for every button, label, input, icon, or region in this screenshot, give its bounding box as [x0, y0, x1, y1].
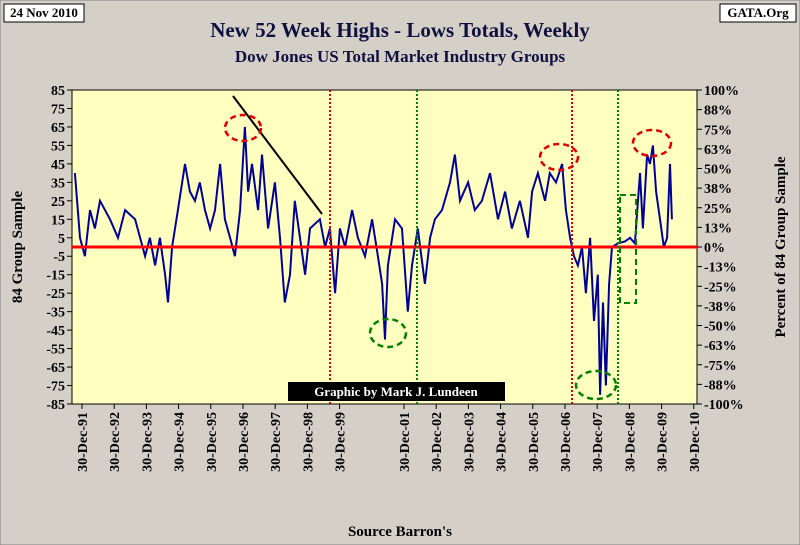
marks	[72, 126, 697, 395]
x-tick-label: 30-Dec-92	[108, 412, 123, 472]
highlight-ellipse	[538, 142, 580, 172]
x-tick-label: 30-Dec-98	[301, 412, 316, 472]
x-tick-label: 30-Dec-03	[462, 412, 477, 472]
y2-tick-label: 88%	[704, 104, 732, 119]
y2-tick-label: -13%	[704, 261, 737, 276]
chart-subtitle: Dow Jones US Total Market Industry Group…	[235, 47, 566, 66]
y-tick-label: 25	[51, 195, 65, 210]
x-tick-label: 30-Dec-97	[269, 412, 284, 472]
y-tick-label: 75	[51, 102, 65, 117]
site-label: GATA.Org	[727, 5, 789, 20]
y-tick-label: -5	[53, 250, 65, 265]
y2-tick-label: 100%	[704, 84, 739, 99]
y2-tick-label: 63%	[704, 143, 732, 158]
y2-tick-label: 75%	[704, 123, 732, 138]
y2-tick-label: 13%	[704, 221, 732, 236]
highlight-ellipse	[223, 113, 263, 143]
x-tick-label: 30-Dec-06	[559, 412, 574, 472]
date-box	[3, 3, 85, 23]
y2-tick-label: 0%	[704, 241, 725, 256]
x-tick-label: 30-Dec-09	[656, 412, 671, 472]
y2-tick-label: 38%	[704, 182, 732, 197]
x-tick-label: 30-Dec-93	[140, 412, 155, 472]
y-tick-label: 55	[51, 139, 65, 154]
y-tick-label: -55	[46, 343, 65, 358]
y-tick-label: 5	[58, 232, 65, 247]
x-tick-label: 30-Dec-04	[495, 412, 510, 472]
highlight-ellipse	[631, 128, 673, 158]
y-tick-label: 65	[51, 121, 65, 136]
y2-tick-label: -38%	[704, 300, 737, 315]
y-tick-label: -65	[46, 361, 65, 376]
x-tick-label: 30-Dec-02	[430, 412, 445, 472]
chart-title: New 52 Week Highs - Lows Totals, Weekly	[210, 18, 590, 42]
y2-tick-label: 50%	[704, 163, 732, 178]
y2-tick-label: -63%	[704, 339, 737, 354]
y2-axis-title: Percent of 84 Group Sample	[773, 156, 789, 337]
x-tick-label: 30-Dec-01	[398, 412, 413, 472]
x-tick-label: 30-Dec-10	[688, 412, 703, 472]
y-tick-label: 85	[51, 84, 65, 99]
y-tick-label: -75	[46, 380, 65, 395]
y-tick-label: -85	[46, 398, 65, 413]
y-tick-label: 45	[51, 158, 65, 173]
y-tick-label: -25	[46, 287, 65, 302]
highlight-ellipse	[368, 317, 408, 349]
credit-box	[288, 382, 505, 401]
y-tick-label: -15	[46, 269, 65, 284]
y-axis-title: 84 Group Sample	[10, 191, 26, 304]
x-tick-label: 30-Dec-96	[237, 412, 252, 472]
y-tick-label: 15	[51, 213, 65, 228]
y2-tick-label: -50%	[704, 320, 737, 335]
y-tick-label: 35	[51, 176, 65, 191]
x-tick-label: 30-Dec-95	[205, 412, 220, 472]
y-tick-label: -45	[46, 324, 65, 339]
y2-tick-label: -75%	[704, 359, 737, 374]
site-box	[719, 3, 797, 23]
x-tick-label: 30-Dec-99	[334, 412, 349, 472]
y2-tick-label: -88%	[704, 378, 737, 393]
x-tick-label: 30-Dec-08	[623, 412, 638, 472]
x-tick-label: 30-Dec-94	[173, 412, 188, 472]
data-line	[73, 126, 673, 395]
credit-label: Graphic by Mark J. Lundeen	[314, 384, 478, 399]
y2-tick-label: 25%	[704, 202, 732, 217]
highlight-box	[619, 194, 637, 304]
x-axis-title: Source Barron's	[348, 524, 452, 540]
x-tick-label: 30-Dec-05	[527, 412, 542, 472]
date-label: 24 Nov 2010	[10, 5, 78, 20]
y-tick-label: -35	[46, 306, 65, 321]
x-tick-label: 30-Dec-07	[591, 412, 606, 472]
trend-line	[232, 95, 323, 215]
x-tick-label: 30-Dec-91	[76, 412, 91, 472]
annotations	[223, 90, 673, 404]
highlight-ellipse	[574, 369, 618, 401]
y2-tick-label: -25%	[704, 280, 737, 295]
y2-tick-label: -100%	[704, 398, 744, 413]
